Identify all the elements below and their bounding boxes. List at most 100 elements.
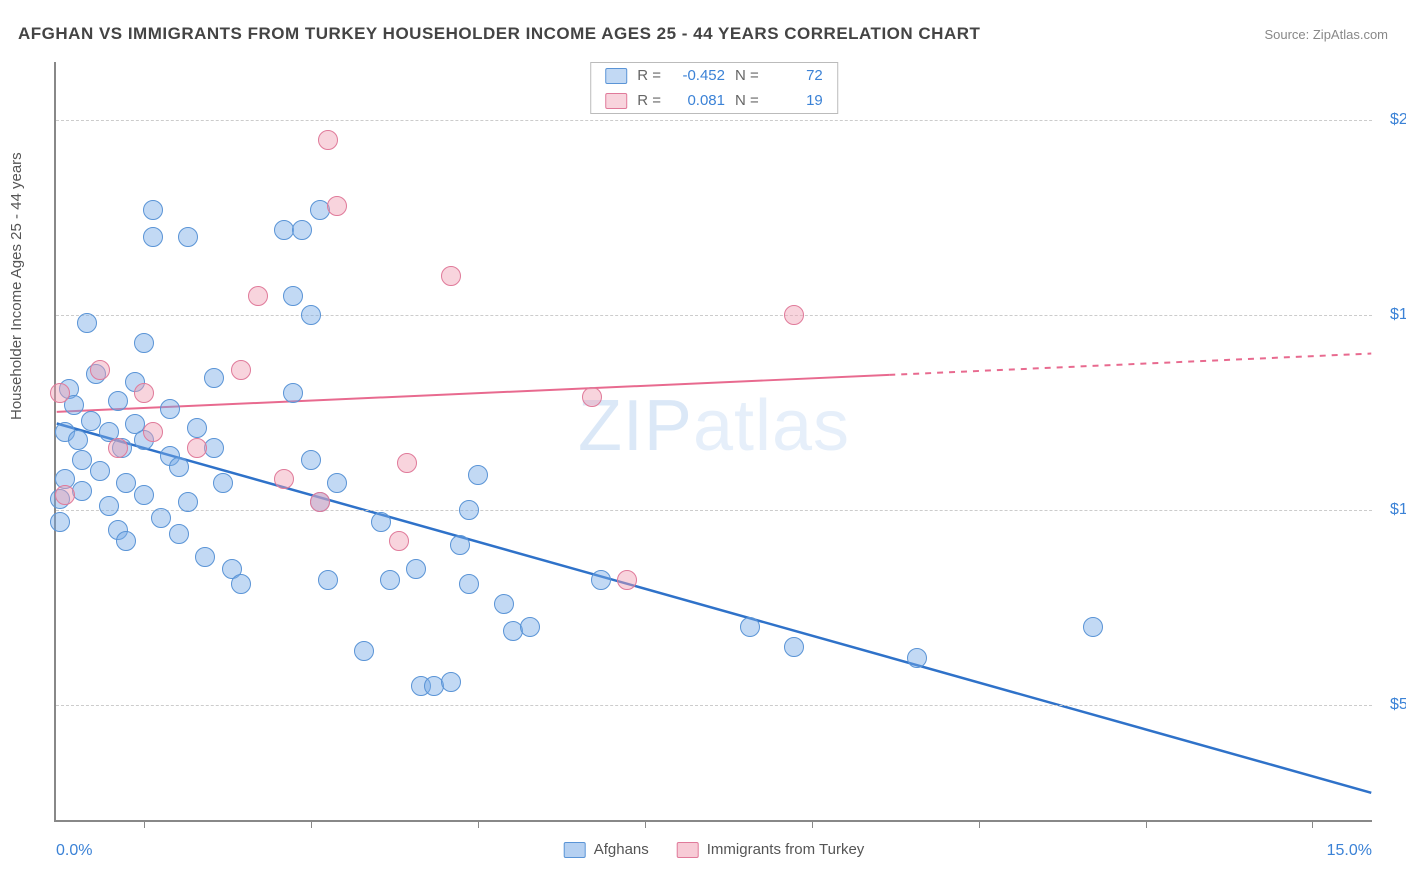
legend-n-value: 72 — [769, 67, 823, 84]
point-afghans — [204, 368, 224, 388]
legend-series-item: Immigrants from Turkey — [677, 841, 865, 858]
point-afghans — [178, 492, 198, 512]
point-afghans — [81, 411, 101, 431]
gridline-h — [56, 120, 1372, 121]
legend-r-value: 0.081 — [671, 92, 725, 109]
legend-n-label: N = — [735, 67, 759, 84]
legend-swatch — [564, 842, 586, 858]
point-turkey — [327, 196, 347, 216]
chart-title: AFGHAN VS IMMIGRANTS FROM TURKEY HOUSEHO… — [18, 24, 980, 44]
y-tick-label: $150,000 — [1378, 306, 1406, 324]
point-turkey — [187, 438, 207, 458]
point-afghans — [740, 617, 760, 637]
point-afghans — [459, 574, 479, 594]
point-afghans — [213, 473, 233, 493]
point-afghans — [195, 547, 215, 567]
point-afghans — [283, 383, 303, 403]
y-axis-label: Householder Income Ages 25 - 44 years — [8, 152, 25, 420]
point-turkey — [441, 266, 461, 286]
point-afghans — [143, 227, 163, 247]
point-afghans — [292, 220, 312, 240]
chart-plot-area: ZIPatlas R =-0.452N =72R =0.081N =19 0.0… — [54, 62, 1372, 822]
point-afghans — [108, 391, 128, 411]
legend-n-label: N = — [735, 92, 759, 109]
point-turkey — [310, 492, 330, 512]
gridline-h — [56, 705, 1372, 706]
point-turkey — [143, 422, 163, 442]
point-turkey — [90, 360, 110, 380]
point-afghans — [784, 637, 804, 657]
point-afghans — [72, 481, 92, 501]
point-turkey — [55, 485, 75, 505]
point-afghans — [50, 512, 70, 532]
y-tick-label: $50,000 — [1378, 696, 1406, 714]
point-afghans — [143, 200, 163, 220]
point-afghans — [134, 333, 154, 353]
gridline-h — [56, 510, 1372, 511]
point-turkey — [389, 531, 409, 551]
x-tick — [812, 820, 813, 828]
legend-swatch — [605, 68, 627, 84]
y-tick-label: $200,000 — [1378, 111, 1406, 129]
point-afghans — [591, 570, 611, 590]
point-turkey — [397, 453, 417, 473]
point-afghans — [151, 508, 171, 528]
x-tick — [144, 820, 145, 828]
point-afghans — [494, 594, 514, 614]
x-tick — [645, 820, 646, 828]
point-afghans — [354, 641, 374, 661]
point-turkey — [784, 305, 804, 325]
point-afghans — [116, 473, 136, 493]
point-afghans — [1083, 617, 1103, 637]
legend-correlation-row: R =-0.452N =72 — [591, 63, 837, 88]
legend-r-label: R = — [637, 92, 661, 109]
point-afghans — [134, 485, 154, 505]
x-axis-start-label: 0.0% — [56, 842, 92, 860]
point-afghans — [90, 461, 110, 481]
point-afghans — [178, 227, 198, 247]
x-tick — [1146, 820, 1147, 828]
point-afghans — [68, 430, 88, 450]
point-afghans — [406, 559, 426, 579]
correlation-legend: R =-0.452N =72R =0.081N =19 — [590, 62, 838, 114]
point-turkey — [248, 286, 268, 306]
point-afghans — [380, 570, 400, 590]
point-afghans — [116, 531, 136, 551]
point-afghans — [283, 286, 303, 306]
gridline-h — [56, 315, 1372, 316]
legend-series-label: Afghans — [594, 841, 649, 858]
point-turkey — [318, 130, 338, 150]
point-afghans — [441, 672, 461, 692]
point-turkey — [231, 360, 251, 380]
x-tick — [311, 820, 312, 828]
point-turkey — [108, 438, 128, 458]
point-afghans — [231, 574, 251, 594]
point-afghans — [77, 313, 97, 333]
point-afghans — [468, 465, 488, 485]
point-turkey — [134, 383, 154, 403]
point-turkey — [582, 387, 602, 407]
series-legend: Afghans Immigrants from Turkey — [564, 841, 865, 858]
point-afghans — [520, 617, 540, 637]
legend-series-label: Immigrants from Turkey — [707, 841, 865, 858]
point-afghans — [371, 512, 391, 532]
point-afghans — [169, 457, 189, 477]
point-afghans — [160, 399, 180, 419]
legend-r-value: -0.452 — [671, 67, 725, 84]
trend-lines — [56, 62, 1372, 820]
source-label: Source: ZipAtlas.com — [1264, 27, 1388, 42]
point-afghans — [204, 438, 224, 458]
point-afghans — [169, 524, 189, 544]
point-afghans — [907, 648, 927, 668]
point-afghans — [301, 305, 321, 325]
point-afghans — [459, 500, 479, 520]
point-turkey — [50, 383, 70, 403]
point-turkey — [274, 469, 294, 489]
legend-n-value: 19 — [769, 92, 823, 109]
watermark: ZIPatlas — [578, 385, 850, 467]
legend-swatch — [677, 842, 699, 858]
point-afghans — [72, 450, 92, 470]
point-afghans — [301, 450, 321, 470]
point-turkey — [617, 570, 637, 590]
legend-swatch — [605, 93, 627, 109]
